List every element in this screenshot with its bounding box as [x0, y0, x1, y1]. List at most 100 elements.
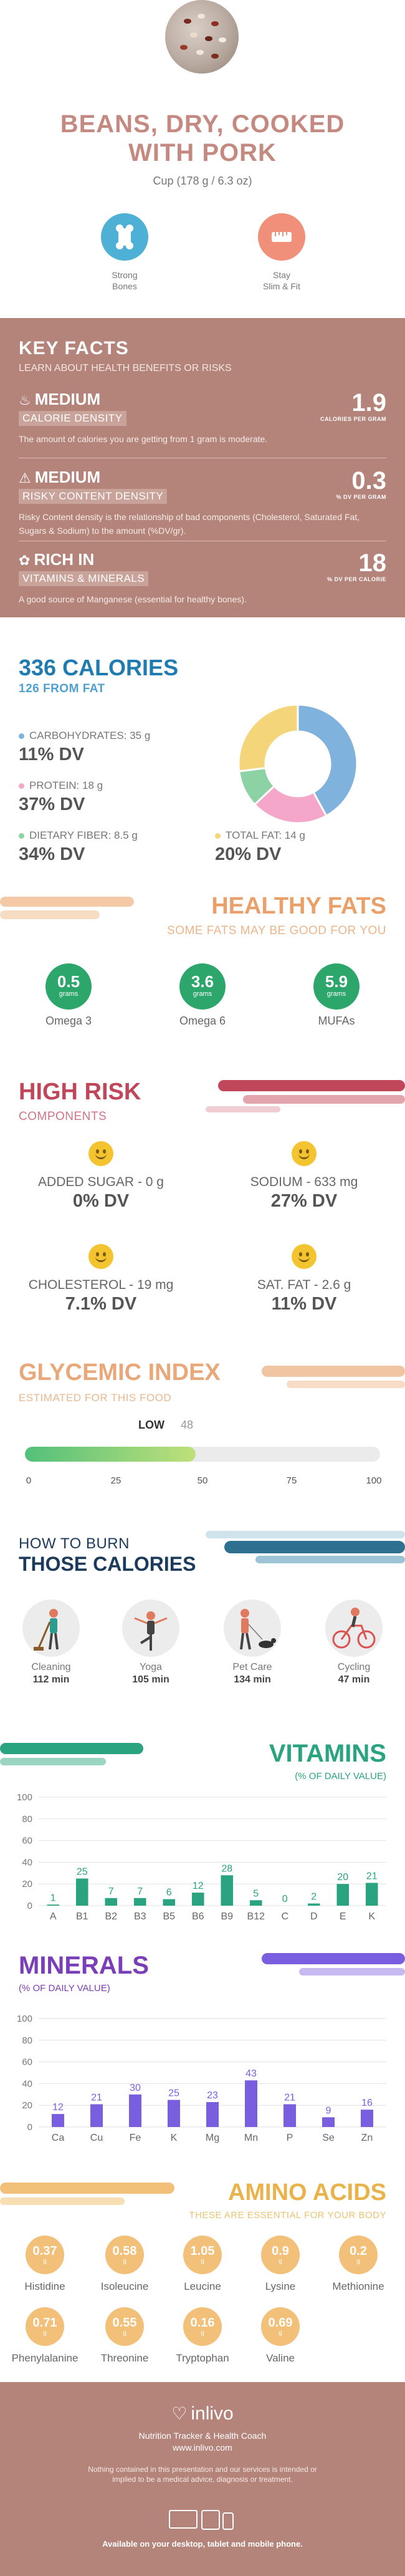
fat-value: 5.9	[325, 972, 348, 991]
nutrient-dv: 11% DV	[19, 745, 84, 765]
bar	[47, 1904, 60, 1906]
badge-label-line2: Slim & Fit	[263, 281, 300, 291]
amino-phenylalanine: 0.71 g Phenylalanine	[7, 2307, 82, 2365]
warning-icon: ⚠	[19, 470, 31, 486]
availability-note: Available on your desktop, tablet and mo…	[102, 2539, 303, 2549]
amino-unit: g	[201, 2330, 204, 2337]
smiley-icon	[88, 1244, 113, 1269]
nutrient-dv: 37% DV	[19, 794, 85, 814]
nutrient-total-fat: TOTAL FAT: 14 g 20% DV	[215, 829, 402, 865]
badge-label-line1: Strong	[112, 270, 138, 280]
risk-cholesterol: CHOLESTEROL - 19 mg 7.1% DV	[14, 1244, 188, 1315]
minerals-title: MINERALS	[19, 1952, 149, 1979]
badge-stay-slim: Stay Slim & Fit	[255, 213, 308, 292]
activity-minutes: 112 min	[32, 1674, 70, 1685]
fat-value: 3.6	[191, 972, 214, 991]
y-tick-label: 80	[22, 1814, 32, 1825]
amino-name: Threonine	[100, 2352, 149, 2364]
disclaimer: Nothing contained in this presentation a…	[88, 2465, 317, 2484]
key-fact-vitamins: ✿ RICH IN VITAMINS & MINERALS A good sour…	[19, 550, 386, 612]
nutrient-carbohydrates: CARBOHYDRATES: 35 g 11% DV	[19, 730, 206, 765]
minerals-bar-chart: 0 20 40 60 80 100 12 Ca 21 Cu 30 Fe 25 K 23 Mg 43 Mn 21 P 9 S…	[17, 2014, 386, 2143]
website-link[interactable]: www.inlivo.com	[173, 2443, 232, 2453]
bar	[322, 2117, 335, 2127]
legend-dot	[215, 833, 221, 839]
nutrient-dv: 20% DV	[215, 844, 282, 864]
bar-value-label: 21	[91, 2092, 102, 2103]
amino-value: 0.16	[190, 2316, 215, 2330]
burn-calories-section: HOW TO BURN THOSE CALORIES Cleaning 112 …	[0, 1528, 405, 1734]
bar-value-label: 25	[77, 1867, 88, 1878]
y-tick-label: 0	[27, 2122, 32, 2133]
key-fact-risky-content: ⚠ MEDIUM RISKY CONTENT DENSITY Risky Cont…	[19, 468, 386, 541]
activity-name: Yoga	[140, 1662, 162, 1672]
fat-unit: grams	[193, 990, 212, 998]
y-tick-label: 80	[22, 2035, 32, 2046]
y-tick-label: 20	[22, 1879, 32, 1889]
badge-label-line1: Stay	[272, 270, 290, 280]
amino-methionine: 0.2 g Methionine	[321, 2236, 396, 2293]
bar	[129, 2094, 141, 2127]
nutrient-label: TOTAL FAT: 14 g	[226, 829, 305, 841]
bar-value-label: 21	[284, 2092, 295, 2103]
x-tick-label: Cu	[90, 2133, 103, 2143]
activity-name: Pet Care	[232, 1662, 272, 1672]
brand-name: inlivo	[191, 2403, 234, 2424]
amino-value: 1.05	[190, 2244, 215, 2258]
key-facts-title: KEY FACTS	[19, 338, 129, 359]
x-tick-label: B6	[192, 1911, 204, 1922]
calories-section: 336 CALORIES 126 FROM FAT CARBOHYDRATES:…	[0, 617, 405, 892]
x-tick-label: B12	[247, 1911, 265, 1922]
activity-minutes: 47 min	[338, 1674, 370, 1685]
healthy-fats-title: HEALTHY FATS	[211, 893, 386, 919]
bone-icon	[101, 213, 148, 261]
amino-value: 0.69	[268, 2316, 293, 2330]
amino-unit: g	[279, 2330, 282, 2337]
bar-value-label: 12	[193, 1881, 204, 1891]
healthy-fats-subtitle: SOME FATS MAY BE GOOD FOR YOU	[167, 924, 386, 937]
activity-yoga: Yoga 105 min	[113, 1599, 188, 1686]
amino-unit: g	[201, 2258, 204, 2265]
fat-omega-6: 3.6 grams Omega 6	[159, 963, 246, 1028]
amino-name: Histidine	[24, 2280, 65, 2292]
glycemic-level: LOW	[138, 1419, 164, 1431]
hero-section: BEANS, DRY, COOKED WITH PORK Cup (178 g …	[0, 0, 405, 318]
x-tick-label: K	[171, 2133, 178, 2143]
fat-omega-3: 0.5 grams Omega 3	[25, 963, 112, 1028]
amino-name: Methionine	[332, 2280, 384, 2292]
decorative-stripes	[262, 1953, 405, 1975]
risk-dv: 11% DV	[271, 1294, 337, 1314]
y-tick-label: 0	[27, 1901, 32, 1911]
fat-value-circle: 0.5 grams	[45, 963, 92, 1010]
cycling-icon	[325, 1599, 383, 1657]
flame-icon: ♨	[19, 392, 31, 408]
glycemic-bar-fill	[25, 1447, 196, 1462]
fat-name: Omega 6	[179, 1015, 226, 1027]
vitamins-title: VITAMINS	[269, 1740, 386, 1767]
x-tick-label: Zn	[361, 2133, 373, 2143]
bar	[361, 2110, 373, 2127]
amino-name: Lysine	[265, 2280, 296, 2292]
x-tick-label: B1	[76, 1911, 88, 1922]
donut-slice	[237, 703, 299, 773]
x-tick-label: B9	[221, 1911, 233, 1922]
amino-lysine: 0.9 g Lysine	[243, 2236, 318, 2293]
nutrient-dv: 34% DV	[19, 844, 85, 864]
bar	[52, 2114, 64, 2127]
bar-value-label: 21	[366, 1871, 378, 1881]
brand-logo[interactable]: ♡ inlivo	[0, 2403, 405, 2424]
x-tick-label: B5	[163, 1911, 175, 1922]
bar	[221, 1875, 234, 1906]
decorative-stripes	[206, 1080, 405, 1112]
risk-label: ADDED SUGAR - 0 g	[38, 1175, 164, 1189]
bar-value-label: 16	[361, 2098, 373, 2108]
heart-icon: ♡	[171, 2404, 188, 2423]
food-photo	[165, 0, 239, 74]
bar-value-label: 30	[130, 2083, 141, 2093]
fat-value-circle: 3.6 grams	[179, 963, 226, 1010]
glycemic-index-subtitle: ESTIMATED FOR THIS FOOD	[19, 1392, 172, 1404]
bar	[284, 2104, 296, 2127]
key-fact-calorie-density: ♨ MEDIUM CALORIE DENSITY The amount of ca…	[19, 390, 386, 458]
bar	[336, 1884, 350, 1906]
risk-label: CHOLESTEROL - 19 mg	[28, 1278, 174, 1292]
